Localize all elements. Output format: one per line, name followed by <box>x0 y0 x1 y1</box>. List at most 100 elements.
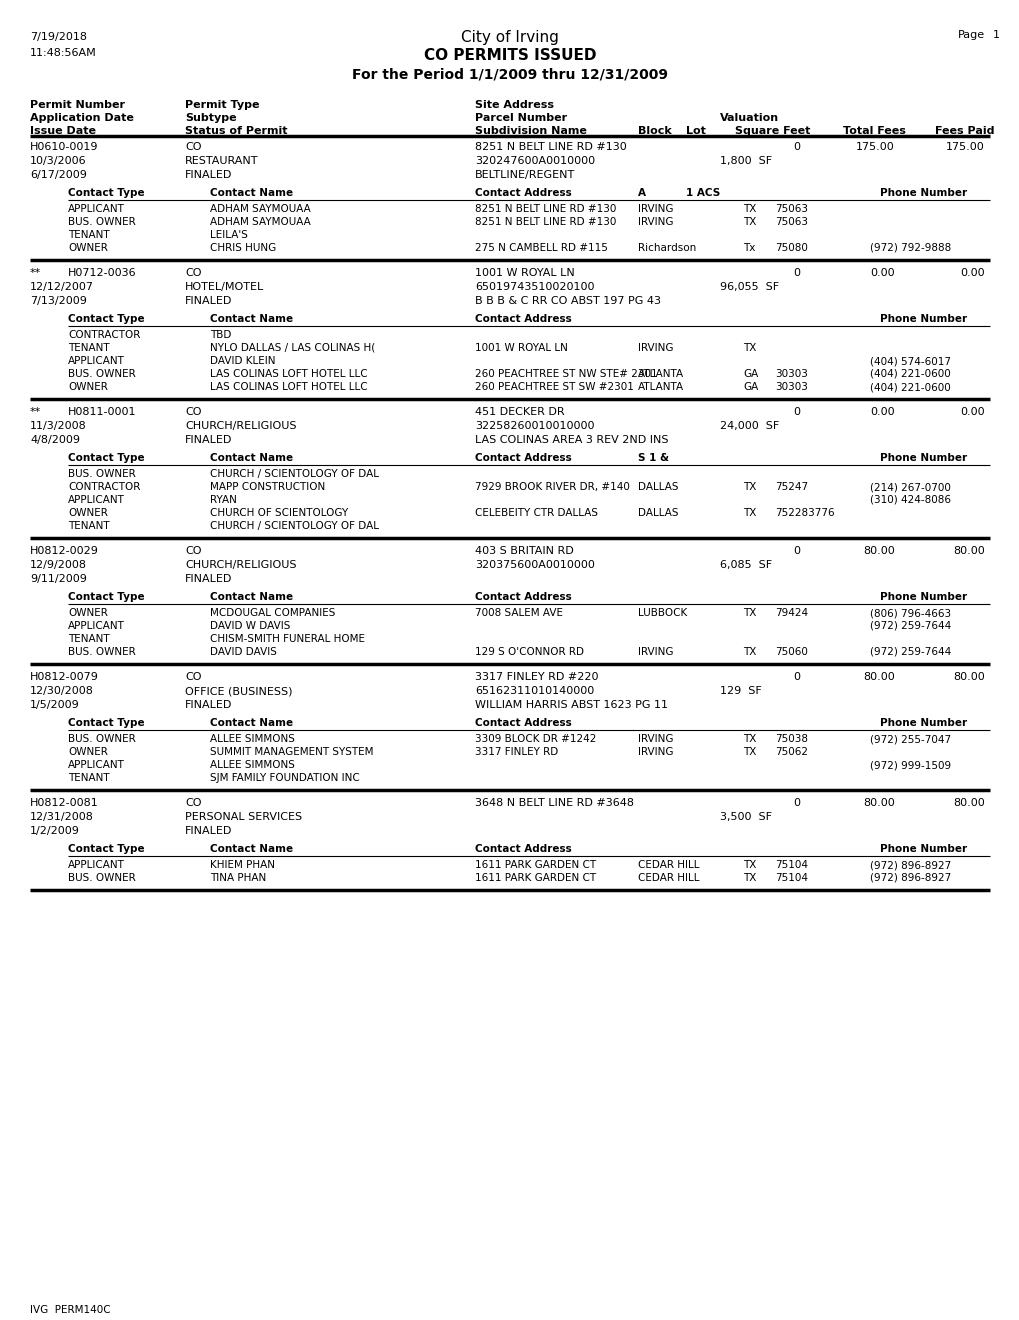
Text: Site Address: Site Address <box>475 100 553 110</box>
Text: Application Date: Application Date <box>30 114 133 123</box>
Text: Contact Type: Contact Type <box>68 314 145 323</box>
Text: 80.00: 80.00 <box>953 672 984 682</box>
Text: 0.00: 0.00 <box>960 407 984 417</box>
Text: OWNER: OWNER <box>68 747 108 756</box>
Text: 75063: 75063 <box>774 216 807 227</box>
Text: BUS. OWNER: BUS. OWNER <box>68 469 136 479</box>
Text: CO: CO <box>184 799 202 808</box>
Text: 1/2/2009: 1/2/2009 <box>30 826 79 836</box>
Text: CHISM-SMITH FUNERAL HOME: CHISM-SMITH FUNERAL HOME <box>210 634 365 644</box>
Text: Contact Type: Contact Type <box>68 453 145 463</box>
Text: 11:48:56AM: 11:48:56AM <box>30 48 97 58</box>
Text: APPLICANT: APPLICANT <box>68 861 124 870</box>
Text: 75038: 75038 <box>774 734 807 744</box>
Text: BUS. OWNER: BUS. OWNER <box>68 370 136 379</box>
Text: APPLICANT: APPLICANT <box>68 356 124 366</box>
Text: APPLICANT: APPLICANT <box>68 495 124 506</box>
Text: OWNER: OWNER <box>68 609 108 618</box>
Text: DAVID DAVIS: DAVID DAVIS <box>210 647 276 657</box>
Text: (972) 259-7644: (972) 259-7644 <box>869 620 951 631</box>
Text: A: A <box>637 187 645 198</box>
Text: 75104: 75104 <box>774 873 807 883</box>
Text: (404) 221-0600: (404) 221-0600 <box>869 381 950 392</box>
Text: H0812-0081: H0812-0081 <box>30 799 99 808</box>
Text: 9/11/2009: 9/11/2009 <box>30 574 87 583</box>
Text: MCDOUGAL COMPANIES: MCDOUGAL COMPANIES <box>210 609 335 618</box>
Text: TX: TX <box>742 216 756 227</box>
Text: 403 S BRITAIN RD: 403 S BRITAIN RD <box>475 546 574 556</box>
Text: LAS COLINAS LOFT HOTEL LLC: LAS COLINAS LOFT HOTEL LLC <box>210 381 367 392</box>
Text: 3309 BLOCK DR #1242: 3309 BLOCK DR #1242 <box>475 734 596 744</box>
Text: CHURCH/RELIGIOUS: CHURCH/RELIGIOUS <box>184 560 297 570</box>
Text: Permit Number: Permit Number <box>30 100 125 110</box>
Text: CHURCH/RELIGIOUS: CHURCH/RELIGIOUS <box>184 421 297 432</box>
Text: Contact Type: Contact Type <box>68 843 145 854</box>
Text: 7/19/2018: 7/19/2018 <box>30 32 87 42</box>
Text: 175.00: 175.00 <box>855 143 894 152</box>
Text: 129 S O'CONNOR RD: 129 S O'CONNOR RD <box>475 647 584 657</box>
Text: Fees Paid: Fees Paid <box>934 125 994 136</box>
Text: 1: 1 <box>993 30 999 40</box>
Text: (404) 221-0600: (404) 221-0600 <box>869 370 950 379</box>
Text: (972) 896-8927: (972) 896-8927 <box>869 861 951 870</box>
Text: H0610-0019: H0610-0019 <box>30 143 99 152</box>
Text: IRVING: IRVING <box>637 343 673 352</box>
Text: TX: TX <box>742 343 756 352</box>
Text: **: ** <box>30 268 41 279</box>
Text: 8251 N BELT LINE RD #130: 8251 N BELT LINE RD #130 <box>475 216 615 227</box>
Text: Contact Name: Contact Name <box>210 718 292 729</box>
Text: TENANT: TENANT <box>68 343 109 352</box>
Text: Contact Address: Contact Address <box>475 187 572 198</box>
Text: FINALED: FINALED <box>184 826 232 836</box>
Text: CO PERMITS ISSUED: CO PERMITS ISSUED <box>423 48 596 63</box>
Text: ALLEE SIMMONS: ALLEE SIMMONS <box>210 760 294 770</box>
Text: B B B & C RR CO ABST 197 PG 43: B B B & C RR CO ABST 197 PG 43 <box>475 296 660 306</box>
Text: 65162311010140000: 65162311010140000 <box>475 686 594 696</box>
Text: WILLIAM HARRIS ABST 1623 PG 11: WILLIAM HARRIS ABST 1623 PG 11 <box>475 700 667 710</box>
Text: HOTEL/MOTEL: HOTEL/MOTEL <box>184 282 264 292</box>
Text: Phone Number: Phone Number <box>879 591 966 602</box>
Text: LEILA'S: LEILA'S <box>210 230 248 240</box>
Text: 0: 0 <box>792 799 799 808</box>
Text: CHURCH / SCIENTOLOGY OF DAL: CHURCH / SCIENTOLOGY OF DAL <box>210 521 379 531</box>
Text: 10/3/2006: 10/3/2006 <box>30 156 87 166</box>
Text: LUBBOCK: LUBBOCK <box>637 609 687 618</box>
Text: Issue Date: Issue Date <box>30 125 96 136</box>
Text: LAS COLINAS AREA 3 REV 2ND INS: LAS COLINAS AREA 3 REV 2ND INS <box>475 436 667 445</box>
Text: 24,000  SF: 24,000 SF <box>719 421 779 432</box>
Text: (972) 255-7047: (972) 255-7047 <box>869 734 950 744</box>
Text: Contact Address: Contact Address <box>475 314 572 323</box>
Text: NYLO DALLAS / LAS COLINAS H(: NYLO DALLAS / LAS COLINAS H( <box>210 343 375 352</box>
Text: TX: TX <box>742 205 756 214</box>
Text: CEDAR HILL: CEDAR HILL <box>637 873 699 883</box>
Text: IRVING: IRVING <box>637 205 673 214</box>
Text: DALLAS: DALLAS <box>637 508 678 517</box>
Text: OWNER: OWNER <box>68 381 108 392</box>
Text: LAS COLINAS LOFT HOTEL LLC: LAS COLINAS LOFT HOTEL LLC <box>210 370 367 379</box>
Text: SJM FAMILY FOUNDATION INC: SJM FAMILY FOUNDATION INC <box>210 774 360 783</box>
Text: (214) 267-0700: (214) 267-0700 <box>869 482 950 492</box>
Text: 0.00: 0.00 <box>869 407 894 417</box>
Text: (972) 259-7644: (972) 259-7644 <box>869 647 951 657</box>
Text: Contact Address: Contact Address <box>475 591 572 602</box>
Text: 175.00: 175.00 <box>946 143 984 152</box>
Text: 1001 W ROYAL LN: 1001 W ROYAL LN <box>475 343 568 352</box>
Text: CO: CO <box>184 672 202 682</box>
Text: (972) 896-8927: (972) 896-8927 <box>869 873 951 883</box>
Text: CHURCH OF SCIENTOLOGY: CHURCH OF SCIENTOLOGY <box>210 508 347 517</box>
Text: 260 PEACHTREE ST NW STE# 2301: 260 PEACHTREE ST NW STE# 2301 <box>475 370 657 379</box>
Text: 1 ACS: 1 ACS <box>686 187 719 198</box>
Text: H0811-0001: H0811-0001 <box>68 407 137 417</box>
Text: 80.00: 80.00 <box>862 799 894 808</box>
Text: KHIEM PHAN: KHIEM PHAN <box>210 861 275 870</box>
Text: 3317 FINLEY RD #220: 3317 FINLEY RD #220 <box>475 672 598 682</box>
Text: Page: Page <box>957 30 984 40</box>
Text: H0712-0036: H0712-0036 <box>68 268 137 279</box>
Text: 75062: 75062 <box>774 747 807 756</box>
Text: Contact Name: Contact Name <box>210 314 292 323</box>
Text: Phone Number: Phone Number <box>879 453 966 463</box>
Text: 4/8/2009: 4/8/2009 <box>30 436 79 445</box>
Text: 0: 0 <box>792 407 799 417</box>
Text: Total Fees: Total Fees <box>842 125 905 136</box>
Text: 32258260010010000: 32258260010010000 <box>475 421 594 432</box>
